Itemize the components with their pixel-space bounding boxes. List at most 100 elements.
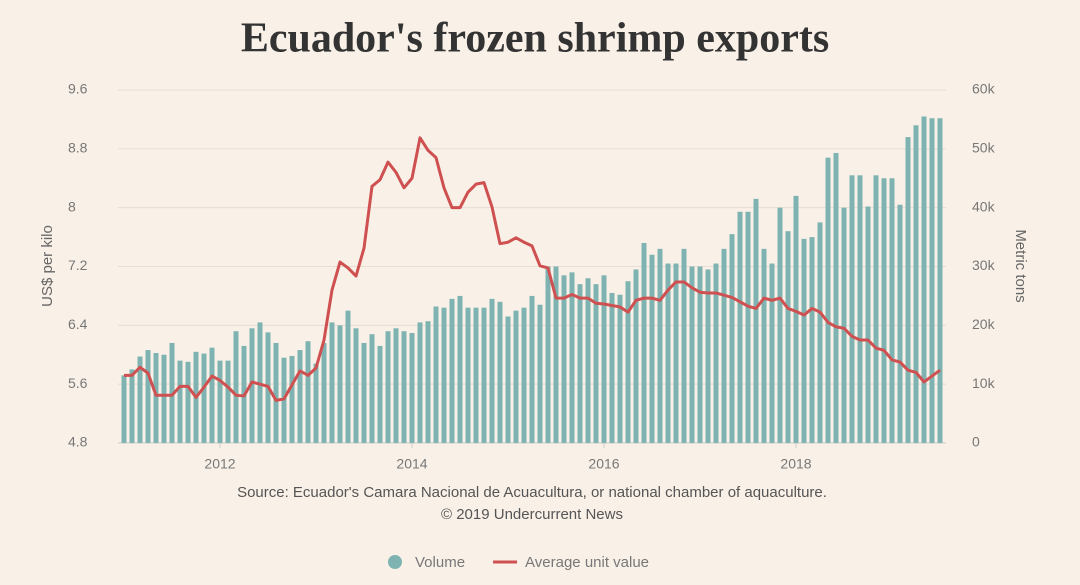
legend-swatch bbox=[388, 555, 402, 569]
y-tick-label: 4.8 bbox=[68, 434, 88, 450]
volume-bar bbox=[129, 369, 135, 443]
legend-label: Volume bbox=[415, 554, 465, 571]
volume-bar bbox=[897, 204, 903, 443]
volume-bar bbox=[577, 284, 583, 443]
volume-bar bbox=[641, 242, 647, 443]
volume-bar bbox=[457, 295, 463, 443]
legend-label: Average unit value bbox=[525, 554, 649, 571]
volume-bar bbox=[521, 307, 527, 443]
volume-bar bbox=[513, 310, 519, 443]
volume-bar bbox=[489, 298, 495, 443]
volume-bar bbox=[569, 272, 575, 443]
volume-bar bbox=[801, 238, 807, 443]
volume-bar bbox=[625, 281, 631, 443]
volume-bar bbox=[393, 328, 399, 443]
volume-bar bbox=[433, 306, 439, 443]
volume-bar bbox=[609, 292, 615, 443]
y2-tick-label: 10k bbox=[972, 375, 996, 391]
copyright-note: © 2019 Undercurrent News bbox=[441, 506, 623, 523]
volume-bar bbox=[705, 269, 711, 443]
y2-tick-label: 50k bbox=[972, 140, 996, 156]
chart-title: Ecuador's frozen shrimp exports bbox=[241, 16, 829, 62]
y2-tick-label: 30k bbox=[972, 257, 996, 273]
volume-bar bbox=[473, 307, 479, 443]
y-tick-label: 5.6 bbox=[68, 375, 88, 391]
x-tick-label: 2012 bbox=[204, 456, 235, 472]
y2-tick-label: 40k bbox=[972, 198, 996, 214]
volume-bar bbox=[529, 295, 535, 443]
volume-bar bbox=[817, 222, 823, 443]
value-line bbox=[124, 136, 941, 402]
y2-axis-label: Metric tons bbox=[1012, 229, 1029, 302]
volume-bar bbox=[313, 363, 319, 443]
volume-bar bbox=[537, 304, 543, 443]
volume-bar bbox=[745, 211, 751, 443]
volume-bar bbox=[809, 237, 815, 443]
volume-bar bbox=[649, 254, 655, 443]
volume-bar bbox=[865, 206, 871, 443]
volume-bar bbox=[921, 116, 927, 443]
volume-bar bbox=[481, 307, 487, 443]
y2-tick-label: 20k bbox=[972, 316, 996, 332]
volume-bar bbox=[329, 322, 335, 443]
volume-bar bbox=[345, 310, 351, 443]
volume-bar bbox=[273, 342, 279, 443]
volume-bar bbox=[585, 278, 591, 443]
volume-bar bbox=[673, 263, 679, 443]
volume-bar bbox=[161, 354, 167, 443]
volume-bar bbox=[185, 361, 191, 443]
x-tick-label: 2014 bbox=[396, 456, 427, 472]
volume-bar bbox=[417, 322, 423, 443]
volume-bar bbox=[121, 375, 127, 443]
volume-bar bbox=[409, 332, 415, 443]
volume-bar bbox=[369, 334, 375, 443]
volume-bar bbox=[593, 284, 599, 443]
volume-bar bbox=[361, 342, 367, 443]
volume-bar bbox=[137, 356, 143, 443]
volume-bar bbox=[665, 263, 671, 443]
volume-bar bbox=[777, 207, 783, 443]
volume-bar bbox=[201, 353, 207, 443]
volume-bar bbox=[689, 266, 695, 443]
y-axis-label: US$ per kilo bbox=[39, 225, 56, 307]
volume-bar bbox=[833, 152, 839, 443]
volume-bar bbox=[929, 118, 935, 444]
y2-tick-label: 0 bbox=[972, 434, 980, 450]
volume-bar bbox=[841, 207, 847, 443]
volume-bar bbox=[233, 331, 239, 443]
volume-bar bbox=[545, 266, 551, 443]
x-tick-label: 2018 bbox=[780, 456, 811, 472]
y-tick-label: 8 bbox=[68, 198, 76, 214]
volume-bar bbox=[657, 248, 663, 443]
volume-bar bbox=[881, 178, 887, 443]
volume-bar bbox=[321, 342, 327, 443]
volume-bar bbox=[153, 352, 159, 443]
y-tick-label: 9.6 bbox=[68, 81, 88, 97]
volume-bar bbox=[225, 360, 231, 443]
volume-bar bbox=[297, 350, 303, 443]
volume-bar bbox=[601, 275, 607, 443]
y-tick-label: 7.2 bbox=[68, 257, 88, 273]
volume-bar bbox=[753, 198, 759, 443]
volume-bar bbox=[249, 328, 255, 443]
volume-bar bbox=[561, 275, 567, 443]
volume-bar bbox=[729, 234, 735, 443]
x-tick-label: 2016 bbox=[588, 456, 619, 472]
volume-bar bbox=[377, 345, 383, 443]
volume-bar bbox=[209, 347, 215, 443]
y2-tick-label: 60k bbox=[972, 81, 996, 97]
volume-bar bbox=[681, 248, 687, 443]
volume-bar bbox=[793, 195, 799, 443]
volume-bar bbox=[721, 248, 727, 443]
volume-bar bbox=[857, 175, 863, 443]
volume-bar bbox=[825, 157, 831, 444]
volume-bar bbox=[713, 263, 719, 443]
volume-bar bbox=[769, 263, 775, 443]
volume-bar bbox=[505, 316, 511, 443]
volume-bar bbox=[465, 307, 471, 443]
volume-bar bbox=[905, 137, 911, 444]
volume-bar bbox=[937, 118, 943, 444]
volume-bar bbox=[785, 231, 791, 443]
volume-bar bbox=[761, 248, 767, 443]
